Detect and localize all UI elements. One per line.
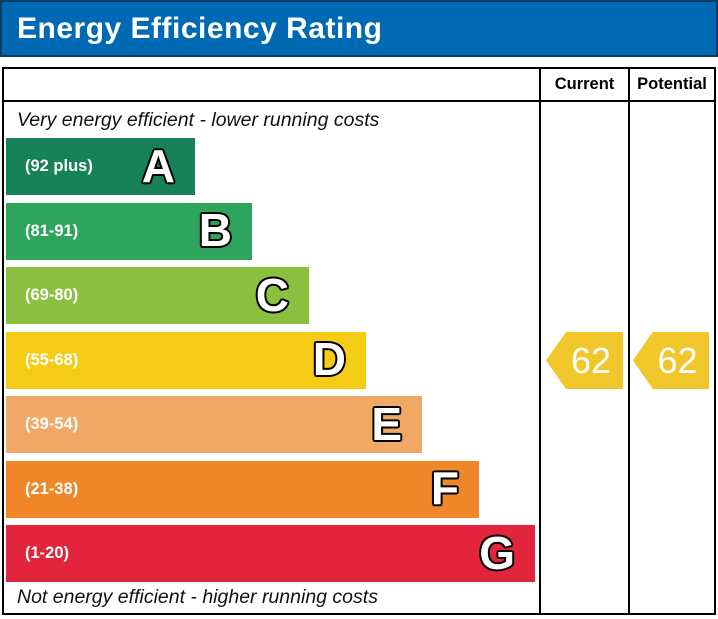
- band-bar-e: (39-54) E: [6, 396, 422, 453]
- band-letter: F: [430, 462, 459, 515]
- current-column-header: Current: [539, 69, 628, 100]
- potential-rating-value: 62: [657, 339, 698, 381]
- top-caption: Very energy efficient - lower running co…: [17, 108, 380, 131]
- table-header-row: Current Potential: [4, 69, 714, 102]
- table-body: Very energy efficient - lower running co…: [4, 102, 714, 613]
- band-bar-d: (55-68) D: [6, 331, 366, 389]
- band-range-label: (81-91): [25, 221, 79, 240]
- band-list: (92 plus) A (81-91) B (69-80) C (55-68) …: [4, 138, 539, 582]
- band-bar-a: (92 plus) A: [6, 138, 195, 195]
- band-letter: B: [198, 204, 232, 257]
- band-range-label: (1-20): [25, 544, 70, 562]
- current-rating-value: 62: [570, 339, 612, 381]
- band-bar-f: (21-38) F: [6, 460, 479, 518]
- band-range-label: (39-54): [25, 415, 79, 433]
- band-letter: A: [141, 139, 175, 192]
- band-bar-g: (1-20) G: [6, 525, 535, 582]
- bands-area: Very energy efficient - lower running co…: [4, 102, 539, 613]
- header-spacer-cell: [4, 69, 539, 100]
- page-title: Energy Efficiency Rating: [17, 11, 383, 45]
- title-bar: Energy Efficiency Rating: [0, 0, 718, 57]
- band-letter: E: [371, 397, 402, 450]
- band-bar-c: (69-80) C: [6, 267, 309, 324]
- current-rating-arrow: 62: [546, 332, 623, 389]
- band-letter: G: [479, 526, 515, 579]
- potential-column-header: Potential: [628, 69, 714, 100]
- band-range-label: (69-80): [25, 286, 79, 304]
- epc-rating-table: Current Potential Very energy efficient …: [2, 67, 716, 615]
- bottom-caption: Not energy efficient - higher running co…: [17, 586, 378, 608]
- band-letter: D: [312, 333, 346, 386]
- band-range-label: (55-68): [25, 350, 79, 369]
- band-range-label: (92 plus): [25, 157, 93, 175]
- band-range-label: (21-38): [25, 479, 79, 498]
- band-letter: C: [255, 268, 289, 321]
- potential-rating-column: 62: [628, 102, 714, 613]
- potential-rating-arrow: 62: [633, 332, 709, 389]
- band-bar-b: (81-91) B: [6, 202, 252, 260]
- current-rating-column: 62: [539, 102, 628, 613]
